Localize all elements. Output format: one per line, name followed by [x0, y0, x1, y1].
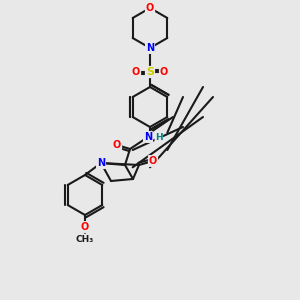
Text: N: N	[144, 132, 152, 142]
Text: O: O	[146, 3, 154, 13]
Text: CH₃: CH₃	[76, 235, 94, 244]
Text: N: N	[97, 158, 105, 168]
Text: H: H	[155, 133, 163, 142]
Text: O: O	[113, 140, 121, 150]
Text: O: O	[81, 222, 89, 232]
Text: S: S	[146, 67, 154, 77]
Text: O: O	[160, 67, 168, 77]
Text: N: N	[146, 43, 154, 53]
Text: O: O	[132, 67, 140, 77]
Text: O: O	[149, 156, 157, 166]
